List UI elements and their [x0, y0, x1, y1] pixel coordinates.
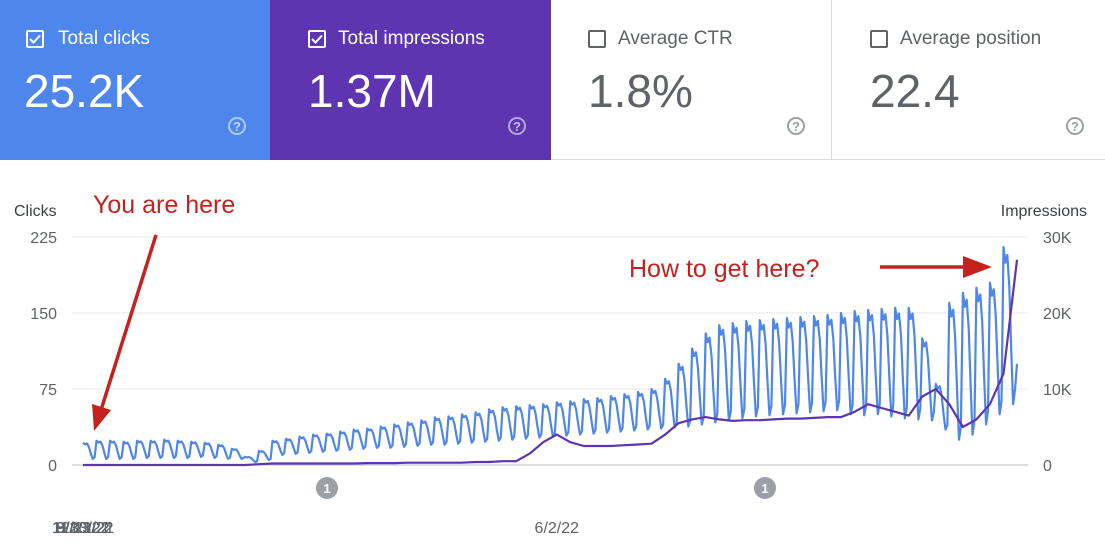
y-left-tick: 0	[48, 458, 57, 475]
x-tick-label: 6/2/22	[535, 520, 580, 537]
checkmark-icon	[29, 34, 41, 44]
impressions-series-line	[83, 259, 1019, 467]
event-marker-circle[interactable]	[754, 477, 776, 499]
y-right-tick: 0	[1043, 458, 1052, 475]
you-are-here-annotation: You are here	[93, 191, 235, 219]
event-marker[interactable]: 1	[316, 477, 338, 499]
performance-chart: Clicks Impressions 225 30K 150 20K 75 10K 0 0 9…	[14, 191, 1087, 537]
y-right-tick: 10K	[1043, 382, 1072, 399]
y-left-tick: 225	[30, 230, 57, 247]
average-position-card[interactable]: Average position 22.4 ?	[832, 0, 1105, 160]
average-ctr-card[interactable]: Average CTR 1.8% ?	[551, 0, 832, 160]
y-left-tick: 150	[30, 306, 57, 323]
average-ctr-checkbox[interactable]	[588, 30, 606, 48]
average-position-value: 22.4	[870, 65, 960, 117]
x-tick-label: 12/21/21	[52, 520, 114, 537]
x-tick-label: 11/13/22	[52, 520, 113, 537]
average-position-checkbox[interactable]	[870, 30, 888, 48]
how-to-get-here-annotation: How to get here?	[629, 255, 819, 283]
right-arrow	[880, 256, 992, 278]
event-marker-label: 1	[323, 481, 330, 496]
help-icon[interactable]: ?	[787, 117, 805, 135]
x-tick-label: 9/30/21	[56, 520, 109, 537]
left-arrow	[92, 234, 158, 431]
help-icon[interactable]: ?	[228, 117, 246, 135]
total-impressions-value: 1.37M	[308, 65, 436, 117]
y-left-tick: 75	[39, 382, 57, 399]
y-left-title: Clicks	[14, 203, 57, 220]
metric-cards: Total clicks 25.2K ? Total impressions 1…	[0, 0, 1105, 160]
help-icon[interactable]: ?	[1066, 117, 1084, 135]
average-position-label: Average position	[900, 28, 1042, 49]
total-clicks-card[interactable]: Total clicks 25.2K ?	[0, 0, 270, 160]
y-right-tick: 30K	[1043, 230, 1072, 247]
x-tick-label: 3/13/22	[56, 520, 109, 537]
total-impressions-card[interactable]: Total impressions 1.37M ?	[270, 0, 551, 160]
event-marker-circle[interactable]	[316, 477, 338, 499]
total-impressions-checkbox[interactable]	[308, 30, 326, 48]
checkmark-icon	[311, 34, 323, 44]
y-right-tick: 20K	[1043, 306, 1072, 323]
y-right-title: Impressions	[1001, 203, 1087, 220]
event-marker[interactable]: 1	[754, 477, 776, 499]
event-marker-label: 1	[761, 481, 768, 496]
average-ctr-value: 1.8%	[588, 65, 693, 117]
total-clicks-value: 25.2K	[24, 65, 145, 117]
x-tick-label: 8/23/22	[56, 520, 109, 537]
average-ctr-label: Average CTR	[618, 28, 733, 49]
series-lines	[82, 245, 1019, 467]
total-clicks-label: Total clicks	[58, 28, 150, 49]
grid-lines	[72, 236, 1028, 466]
y-tick-labels: 225 30K 150 20K 75 10K 0 0	[30, 230, 1072, 475]
total-clicks-checkbox[interactable]	[26, 30, 44, 48]
total-impressions-label: Total impressions	[338, 28, 485, 49]
clicks-series-line	[82, 245, 1019, 464]
help-icon[interactable]: ?	[508, 117, 526, 135]
